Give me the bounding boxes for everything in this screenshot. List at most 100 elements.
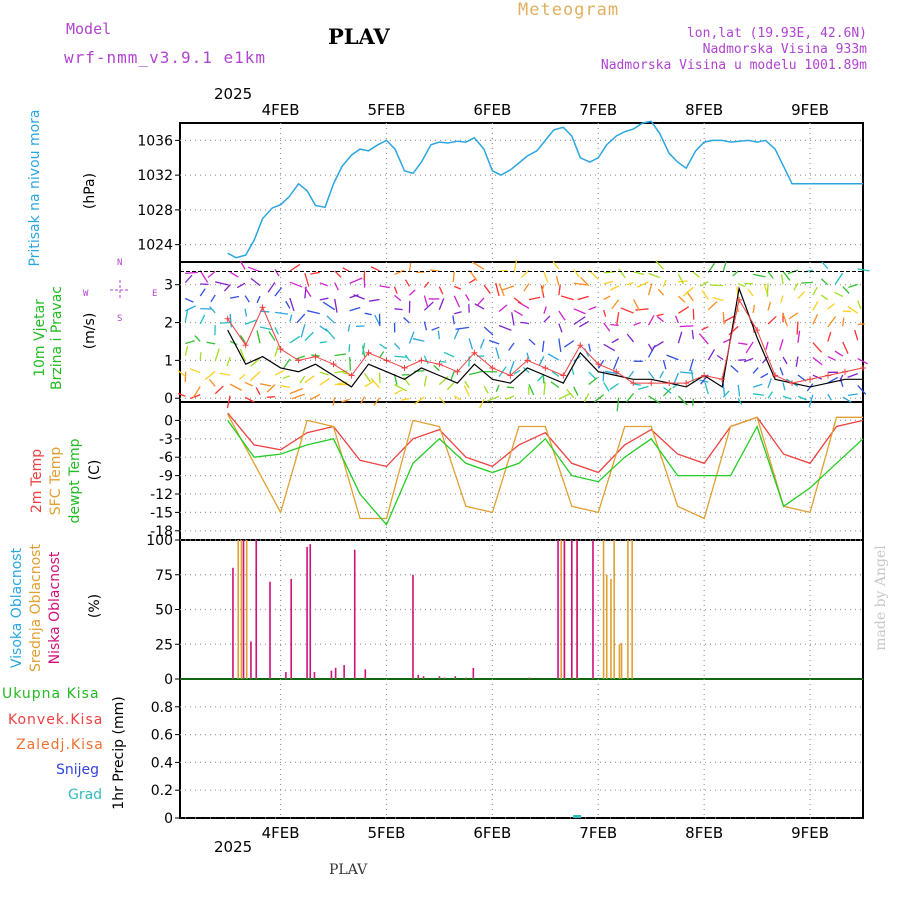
wind-barb <box>611 299 620 310</box>
wind-barb <box>682 286 694 297</box>
wind-barb <box>349 306 361 312</box>
wind-barb <box>220 321 231 324</box>
wind-barb <box>341 398 350 403</box>
wind-barb <box>322 301 336 311</box>
low-cloud-bar <box>454 676 457 679</box>
gust-marker <box>295 357 302 364</box>
mid-cloud-bar <box>245 540 248 679</box>
wind-barb <box>423 355 429 365</box>
wind-barb <box>259 326 273 331</box>
wind-barb <box>219 372 231 376</box>
wind-barb <box>319 341 327 344</box>
wind-barb <box>289 335 301 344</box>
wind-barb <box>319 371 329 376</box>
wind-barb <box>274 326 279 335</box>
low-cloud-bar <box>255 540 258 679</box>
wind-barb <box>796 321 799 335</box>
wind-barb <box>648 395 661 404</box>
low-cloud-bar <box>557 540 559 679</box>
wind-barb <box>555 275 560 286</box>
wind-barb <box>827 376 839 384</box>
wind-barb <box>626 281 634 286</box>
station-title: PLAV <box>328 24 390 49</box>
dew-temp-line <box>227 420 864 526</box>
compass-w: W <box>83 289 89 299</box>
wind-barb <box>189 368 201 374</box>
year-top: 2025 <box>214 85 253 103</box>
wind-barb <box>677 331 683 344</box>
gust-marker <box>418 357 425 364</box>
wind-barb <box>612 356 620 370</box>
wind-barb <box>812 374 823 380</box>
mid-cloud-bar <box>560 540 563 679</box>
gust-marker <box>648 380 655 387</box>
wind-barb <box>752 383 763 388</box>
wind-barb <box>520 321 530 325</box>
wind-barb <box>737 397 743 405</box>
wind-barb <box>722 390 730 398</box>
wind-barb <box>291 393 306 400</box>
wind-barb <box>325 328 336 340</box>
wind-barb <box>652 340 664 349</box>
wind-barb <box>520 269 530 279</box>
wind-speed-line <box>227 286 863 388</box>
xtick-label-bottom: 7FEB <box>579 824 617 842</box>
wind-barb <box>655 260 664 270</box>
wind-barb <box>550 381 560 388</box>
gust-marker <box>666 380 673 387</box>
wind-barb <box>541 284 545 292</box>
wind-barb <box>408 289 416 296</box>
wind-barb <box>208 379 216 387</box>
wind-barb <box>423 301 434 311</box>
wind-barb <box>498 324 512 331</box>
wind-barb <box>244 295 250 303</box>
precip-bar <box>573 815 582 818</box>
low-cloud-bar <box>412 574 414 679</box>
wind-barb <box>394 294 402 302</box>
compass-n: N <box>117 258 123 268</box>
wind-barb <box>834 350 844 357</box>
wind-barb <box>511 312 515 326</box>
wind-barb <box>701 289 709 300</box>
gust-marker <box>242 342 249 349</box>
wind-barb <box>626 333 635 343</box>
wind-barb <box>364 373 371 383</box>
gust-marker <box>489 364 496 371</box>
wind-barb <box>563 340 575 348</box>
ytick-label-wind: 3 <box>164 278 173 294</box>
wind-barb <box>722 338 731 344</box>
wind-barb <box>722 261 727 272</box>
wind-barb <box>361 343 366 355</box>
gust-marker <box>542 364 549 371</box>
wind-barb <box>199 288 206 297</box>
wind-barb <box>423 321 428 331</box>
wind-barb <box>468 338 474 350</box>
wind-barb <box>334 353 347 357</box>
wind-barb <box>310 271 320 275</box>
wind-barb <box>580 276 590 287</box>
wind-barb <box>847 372 858 379</box>
gust-marker <box>860 364 866 371</box>
wind-barb <box>226 356 231 367</box>
wind-barb <box>506 386 515 389</box>
mid-cloud-bar <box>602 540 605 679</box>
wind-barb <box>537 373 545 382</box>
wind-barb <box>680 371 694 375</box>
wind-barb <box>347 324 351 332</box>
low-cloud-bar <box>313 672 316 679</box>
wind-barb <box>185 297 194 303</box>
gust-marker <box>719 376 726 383</box>
wind-barb <box>722 315 736 323</box>
wind-barb <box>526 352 530 360</box>
low-cloud-bar <box>269 581 271 679</box>
wind-barb <box>207 270 216 279</box>
model-label: Model <box>66 20 112 38</box>
wind-barb <box>573 269 580 278</box>
wind-barb <box>266 396 276 398</box>
temp-temp-line <box>227 412 864 474</box>
wind-barb <box>486 395 500 402</box>
wind-barb <box>443 351 455 358</box>
wind-barb <box>364 312 372 316</box>
ytick-label-precip: 0.8 <box>151 700 173 716</box>
wind-barb <box>505 395 515 400</box>
